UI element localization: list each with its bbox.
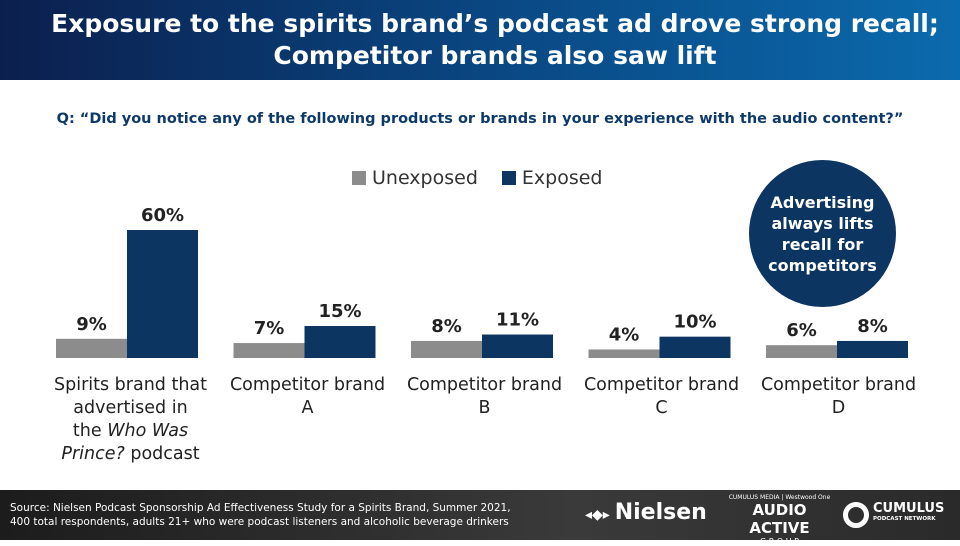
data-label: 4% [609,324,640,345]
cat-line: podcast [124,444,200,464]
bar-exposed-3 [659,336,731,358]
source-note: Source: Nielsen Podcast Sponsorship Ad E… [10,501,511,529]
bar-exposed-0 [127,230,198,358]
nielsen-arrows-icon: ◂◆▸ [585,507,615,523]
bar-exposed-2 [482,334,553,358]
category-label-spirits: Spirits brand that advertised in the Who… [42,374,219,466]
data-label: 11% [496,310,539,331]
bar-unexposed-3 [588,349,660,358]
survey-question: Q: “Did you notice any of the following … [56,111,904,127]
cumulus-c-icon [843,502,869,528]
podcast-name: Who Was [107,421,189,441]
cat-line: Competitor brand [760,375,917,395]
data-label: 7% [254,318,285,339]
bar-exposed-4 [837,340,908,358]
cat-line: Competitor brand [583,375,740,395]
bar-unexposed-1 [233,343,305,358]
group-text: G R O U P [760,537,799,546]
bar-unexposed-0 [56,338,127,358]
data-label: 9% [76,314,107,335]
cat-line: B [478,398,491,418]
cat-line: Competitor brand [406,375,563,395]
podcast-network-text: PODCAST NETWORK [873,516,936,522]
callout-bubble: Advertising always lifts recall for comp… [749,160,896,307]
data-label: 60% [141,205,184,226]
header-banner: Exposure to the spirits brand’s podcast … [0,0,960,80]
legend-label-exposed: Exposed [521,167,603,189]
chart-legend: Unexposed Exposed [352,167,602,189]
legend-swatch-exposed [501,171,516,185]
nielsen-text: Nielsen [614,500,707,525]
legend-swatch-unexposed [352,171,366,185]
cumulus-media-text: CUMULUS MEDIA [728,494,780,501]
data-label: 8% [857,316,888,337]
cat-line: D [831,398,846,418]
westwood-text: Westwood One [785,494,831,501]
category-label-d: Competitor brand D [750,374,927,420]
source-line: 400 total respondents, adults 21+ who we… [10,516,509,528]
legend-label-unexposed: Unexposed [372,167,478,189]
cat-line: Spirits brand that [53,375,207,395]
data-label: 15% [318,301,361,322]
podcast-name: Prince? [61,444,125,464]
category-label-a: Competitor brand A [219,374,396,420]
cat-line: A [301,398,314,418]
category-label-c: Competitor brand C [573,374,750,420]
cat-line: the [72,421,108,441]
footer: Source: Nielsen Podcast Sponsorship Ad E… [0,490,960,546]
cat-line: C [655,398,668,418]
category-label-b: Competitor brand B [396,374,573,420]
cat-line: advertised in [73,398,188,418]
audio-active-text: AUDIO ACTIVE [749,501,810,537]
cat-line: Competitor brand [229,375,386,395]
cumulus-podcast-logo: CUMULUS PODCAST NETWORK [873,501,945,523]
bar-unexposed-2 [411,340,482,358]
data-label: 8% [431,316,462,337]
page-title: Exposure to the spirits brand’s podcast … [51,9,939,70]
source-line: Source: Nielsen Podcast Sponsorship Ad E… [10,502,511,514]
data-label: 6% [786,320,817,341]
callout-text: Advertising always lifts recall for comp… [768,192,877,275]
bar-exposed-1 [304,326,376,358]
bar-unexposed-4 [766,345,837,358]
nielsen-logo: ◂◆▸ Nielsen [585,500,707,525]
cumulus-text: CUMULUS [873,501,945,516]
data-label: 10% [673,312,716,333]
audio-active-group-logo: CUMULUS MEDIA | Westwood One AUDIO ACTIV… [722,494,837,546]
bar-chart: 9% 7% 8% 4% 6% 60% 15% 11% 10% 8% [56,205,908,358]
